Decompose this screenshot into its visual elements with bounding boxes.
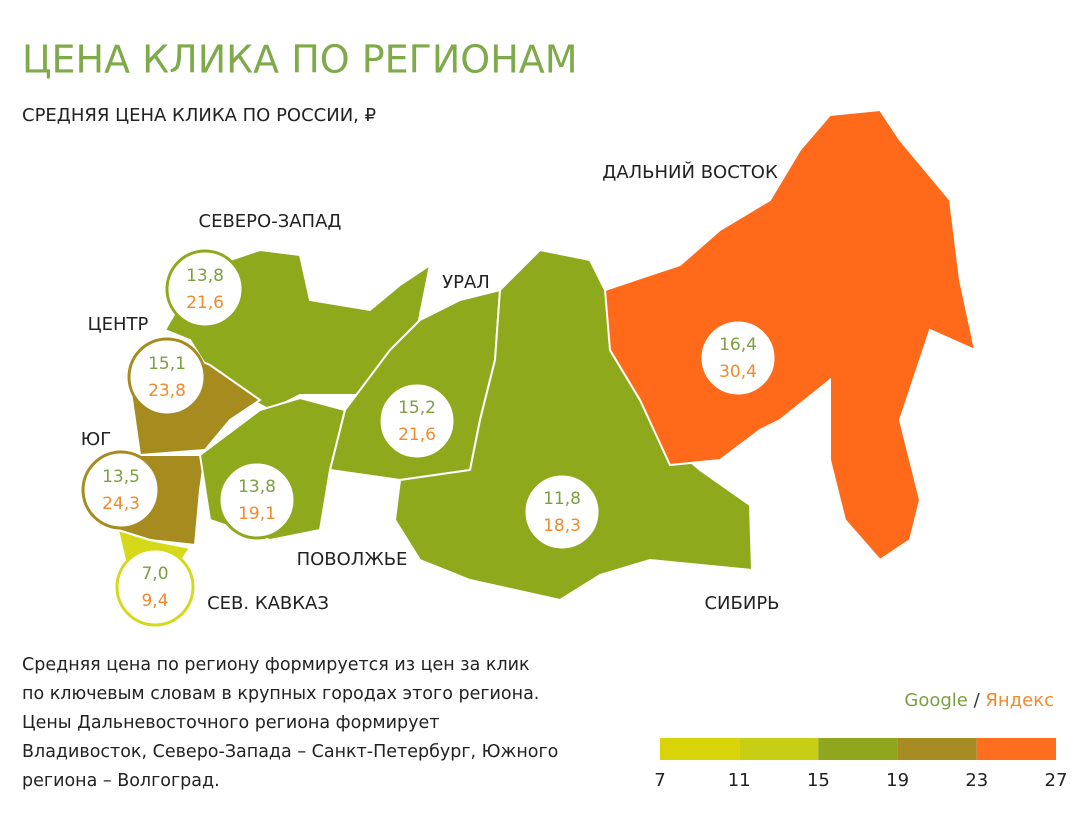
legend-google: Google — [904, 690, 967, 711]
google-price: 7,0 — [141, 564, 168, 584]
region-badge — [81, 450, 161, 530]
region-name: ПОВОЛЖЬЕ — [297, 549, 408, 570]
note-line: Средняя цена по региону формируется из ц… — [22, 655, 530, 675]
scale-tick-label: 15 — [807, 770, 830, 791]
title: ЦЕНА КЛИКА ПО РЕГИОНАМ — [22, 38, 578, 82]
region-badge — [698, 318, 778, 398]
subtitle: СРЕДНЯЯ ЦЕНА КЛИКА ПО РОССИИ, ₽ — [22, 105, 376, 126]
scale-segment — [818, 738, 898, 760]
yandex-price: 23,8 — [148, 381, 186, 401]
region-shape — [603, 108, 977, 562]
note-line: по ключевым словам в крупных городах это… — [22, 684, 539, 704]
yandex-price: 19,1 — [238, 504, 276, 524]
yandex-price: 18,3 — [543, 516, 581, 536]
google-price: 15,2 — [398, 398, 436, 418]
region-badge — [217, 460, 297, 540]
region-name: УРАЛ — [442, 272, 490, 293]
yandex-price: 9,4 — [141, 591, 168, 611]
region-name: СЕВЕРО-ЗАПАД — [199, 211, 342, 232]
google-price: 15,1 — [148, 354, 186, 374]
google-price: 13,5 — [102, 467, 140, 487]
region-name: СИБИРЬ — [704, 593, 779, 614]
region-name: СЕВ. КАВКАЗ — [207, 593, 329, 614]
region-badge — [165, 249, 245, 329]
region-name: ЦЕНТР — [88, 314, 149, 335]
map: 13,8 21,6 СЕВЕРО-ЗАПАД 15,1 23,8 ЦЕНТР 13,5 24,… — [81, 108, 977, 627]
note-line: региона – Волгоград. — [22, 771, 220, 791]
color-scale: 7 11 15 19 23 27 — [654, 738, 1067, 791]
yandex-price: 30,4 — [719, 362, 757, 382]
region-badge — [377, 381, 457, 461]
note-line: Владивосток, Северо-Запада – Санкт-Петер… — [22, 742, 558, 762]
region-badge — [115, 547, 195, 627]
scale-segment — [976, 738, 1056, 760]
scale-tick-label: 11 — [728, 770, 751, 791]
region-badge — [127, 337, 207, 417]
scale-tick-label: 7 — [654, 770, 665, 791]
note: Средняя цена по региону формируется из ц… — [22, 655, 558, 791]
legend-separator: / — [974, 690, 981, 711]
scale-tick-label: 19 — [886, 770, 909, 791]
yandex-price: 24,3 — [102, 494, 140, 514]
google-price: 16,4 — [719, 335, 757, 355]
google-price: 13,8 — [238, 477, 276, 497]
region-badge — [522, 472, 602, 552]
region-name: ДАЛЬНИЙ ВОСТОК — [602, 161, 778, 183]
scale-segment — [897, 738, 977, 760]
note-line: Цены Дальневосточного региона формирует — [22, 713, 439, 733]
legend: Google / Яндекс — [904, 690, 1054, 711]
scale-tick-label: 27 — [1045, 770, 1068, 791]
yandex-price: 21,6 — [398, 425, 436, 445]
yandex-price: 21,6 — [186, 293, 224, 313]
scale-segment — [660, 738, 740, 760]
google-price: 13,8 — [186, 266, 224, 286]
google-price: 11,8 — [543, 489, 581, 509]
region-name: ЮГ — [81, 429, 111, 450]
legend-yandex: Яндекс — [985, 690, 1054, 711]
scale-segment — [739, 738, 819, 760]
scale-tick-label: 23 — [965, 770, 988, 791]
